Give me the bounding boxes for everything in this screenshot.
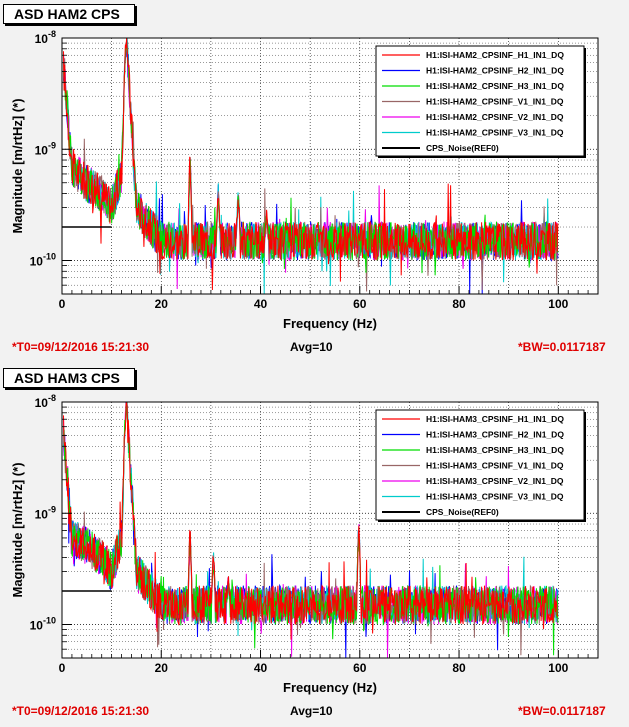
- x-tick-label: 0: [59, 661, 66, 675]
- legend-label: H1:ISI-HAM3_CPSINF_V3_IN1_DQ: [426, 492, 564, 502]
- pad-title: ASD HAM3 CPS: [3, 368, 135, 388]
- footer-bw: *BW=0.0117187: [518, 340, 606, 354]
- legend-label: H1:ISI-HAM3_CPSINF_H1_IN1_DQ: [426, 414, 564, 424]
- x-tick-label: 40: [254, 297, 268, 311]
- footer-avg: Avg=10: [290, 704, 333, 718]
- x-tick-label: 20: [155, 661, 169, 675]
- y-tick-label: 10-9: [35, 140, 56, 157]
- x-axis-label: Frequency (Hz): [283, 316, 377, 331]
- y-axis-label: Magnitude [m/rtHz] (*): [10, 462, 25, 597]
- legend-label: H1:ISI-HAM3_CPSINF_V1_IN1_DQ: [426, 461, 564, 471]
- x-tick-label: 0: [59, 297, 66, 311]
- x-tick-label: 100: [548, 297, 568, 311]
- x-axis-label: Frequency (Hz): [283, 680, 377, 695]
- y-tick-label: 10-8: [35, 393, 56, 410]
- legend-label: H1:ISI-HAM2_CPSINF_H2_IN1_DQ: [426, 66, 564, 76]
- footer-t0: *T0=09/12/2016 15:21:30: [12, 340, 150, 354]
- x-tick-label: 80: [452, 297, 466, 311]
- footer-t0: *T0=09/12/2016 15:21:30: [12, 704, 150, 718]
- legend-label: H1:ISI-HAM3_CPSINF_H3_IN1_DQ: [426, 445, 564, 455]
- legend-label: CPS_Noise(REF0): [426, 143, 499, 153]
- x-tick-label: 80: [452, 661, 466, 675]
- legend-label: H1:ISI-HAM3_CPSINF_V2_IN1_DQ: [426, 476, 564, 486]
- legend-label: H1:ISI-HAM3_CPSINF_H2_IN1_DQ: [426, 430, 564, 440]
- legend-label: H1:ISI-HAM2_CPSINF_V3_IN1_DQ: [426, 128, 564, 138]
- asd-chart-ham2: 0 20 40 60 80 100 Frequency (Hz) 10-10 10-9 10-8 M…: [10, 29, 599, 331]
- legend-label: H1:ISI-HAM2_CPSINF_H1_IN1_DQ: [426, 50, 564, 60]
- x-tick-label: 20: [155, 297, 169, 311]
- legend-label: H1:ISI-HAM2_CPSINF_H3_IN1_DQ: [426, 81, 564, 91]
- legend-label: H1:ISI-HAM2_CPSINF_V1_IN1_DQ: [426, 97, 564, 107]
- footer-bw: *BW=0.0117187: [518, 704, 606, 718]
- series-line: [63, 401, 559, 640]
- y-tick-label: 10-9: [35, 504, 56, 521]
- footer-avg: Avg=10: [290, 340, 333, 354]
- pad-title: ASD HAM2 CPS: [3, 4, 135, 24]
- x-tick-label: 40: [254, 661, 268, 675]
- y-axis-label: Magnitude [m/rtHz] (*): [10, 98, 25, 233]
- y-tick-label: 10-8: [35, 29, 56, 46]
- x-tick-label: 100: [548, 661, 568, 675]
- series-line: [63, 37, 559, 291]
- plot-panel-ham2: 0 20 40 60 80 100 Frequency (Hz) 10-10 10-9 10-8 M…: [0, 0, 629, 363]
- asd-chart-ham3: 0 20 40 60 80 100 Frequency (Hz) 10-10 10-9 10-8 M…: [10, 393, 599, 695]
- plot-panel-ham3: 0 20 40 60 80 100 Frequency (Hz) 10-10 10-9 10-8 M…: [0, 364, 629, 727]
- legend-label: H1:ISI-HAM2_CPSINF_V2_IN1_DQ: [426, 112, 564, 122]
- legend-label: CPS_Noise(REF0): [426, 507, 499, 517]
- x-tick-label: 60: [353, 297, 367, 311]
- y-tick-label: 10-10: [30, 616, 56, 633]
- x-tick-label: 60: [353, 661, 367, 675]
- y-tick-label: 10-10: [30, 252, 56, 269]
